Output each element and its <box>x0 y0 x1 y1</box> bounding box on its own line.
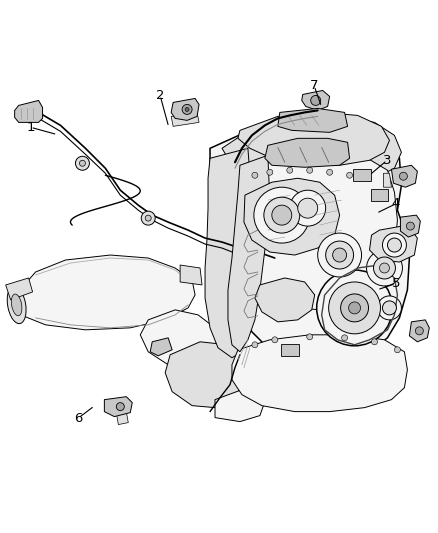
FancyBboxPatch shape <box>353 169 371 181</box>
Polygon shape <box>228 155 270 352</box>
Circle shape <box>298 198 318 218</box>
Circle shape <box>317 270 392 346</box>
Circle shape <box>75 156 89 170</box>
Circle shape <box>272 205 292 225</box>
Circle shape <box>399 172 407 180</box>
Circle shape <box>287 167 293 173</box>
Text: 6: 6 <box>74 411 83 424</box>
Circle shape <box>342 335 348 341</box>
Circle shape <box>327 169 332 175</box>
Polygon shape <box>410 320 429 342</box>
Circle shape <box>346 172 353 178</box>
Polygon shape <box>370 225 417 262</box>
Polygon shape <box>244 178 339 255</box>
Circle shape <box>379 263 389 273</box>
Polygon shape <box>205 148 250 358</box>
Polygon shape <box>238 112 389 165</box>
FancyBboxPatch shape <box>371 189 389 201</box>
Circle shape <box>254 187 310 243</box>
Text: 5: 5 <box>392 277 400 290</box>
Polygon shape <box>215 390 265 422</box>
Circle shape <box>367 250 403 286</box>
Text: 2: 2 <box>156 89 164 102</box>
Polygon shape <box>384 173 392 187</box>
Polygon shape <box>278 108 348 132</box>
Circle shape <box>388 238 401 252</box>
Circle shape <box>318 233 361 277</box>
Circle shape <box>272 337 278 343</box>
Polygon shape <box>140 310 218 368</box>
Circle shape <box>349 302 360 314</box>
Circle shape <box>264 197 300 233</box>
Text: 1: 1 <box>26 120 35 134</box>
Polygon shape <box>232 335 407 411</box>
Circle shape <box>145 215 151 221</box>
Polygon shape <box>240 155 397 310</box>
Circle shape <box>382 301 396 315</box>
Polygon shape <box>6 278 32 300</box>
Polygon shape <box>104 397 132 417</box>
Polygon shape <box>210 120 410 365</box>
Polygon shape <box>392 165 417 187</box>
Circle shape <box>267 169 273 175</box>
Circle shape <box>182 104 192 115</box>
Polygon shape <box>180 265 202 285</box>
Circle shape <box>326 241 353 269</box>
Circle shape <box>371 339 378 345</box>
Circle shape <box>382 233 406 257</box>
Ellipse shape <box>11 294 22 316</box>
Circle shape <box>252 172 258 178</box>
Circle shape <box>406 222 414 230</box>
Circle shape <box>378 296 401 320</box>
Circle shape <box>374 257 396 279</box>
FancyBboxPatch shape <box>281 344 299 356</box>
Polygon shape <box>14 100 42 123</box>
Polygon shape <box>255 278 314 322</box>
Circle shape <box>332 248 346 262</box>
Circle shape <box>117 402 124 410</box>
Circle shape <box>141 211 155 225</box>
Text: 4: 4 <box>392 197 400 211</box>
Circle shape <box>290 190 326 226</box>
Circle shape <box>341 294 368 322</box>
Polygon shape <box>165 342 245 408</box>
Polygon shape <box>302 91 330 110</box>
Polygon shape <box>171 112 199 126</box>
Polygon shape <box>400 215 420 237</box>
Text: 3: 3 <box>383 154 391 167</box>
Circle shape <box>307 167 313 173</box>
Text: 7: 7 <box>310 79 318 92</box>
Ellipse shape <box>7 286 26 324</box>
Polygon shape <box>117 411 128 425</box>
Polygon shape <box>171 99 199 120</box>
Circle shape <box>395 347 400 353</box>
Circle shape <box>252 342 258 348</box>
Circle shape <box>79 160 85 166</box>
Circle shape <box>328 282 381 334</box>
Circle shape <box>307 334 313 340</box>
Polygon shape <box>222 116 401 182</box>
Circle shape <box>185 108 189 111</box>
Polygon shape <box>265 139 350 167</box>
Circle shape <box>415 327 424 335</box>
Circle shape <box>311 95 321 106</box>
Polygon shape <box>150 338 172 356</box>
Polygon shape <box>11 255 195 330</box>
